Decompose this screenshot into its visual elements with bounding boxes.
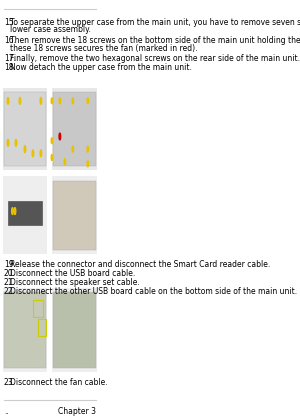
Bar [4, 292, 46, 368]
Bar [3, 88, 47, 170]
Bar [52, 88, 97, 170]
Circle shape [32, 150, 34, 157]
Bar [3, 288, 47, 372]
Circle shape [87, 146, 88, 152]
Text: Disconnect the USB board cable.: Disconnect the USB board cable. [10, 269, 135, 278]
Text: Now detach the upper case from the main unit.: Now detach the upper case from the main … [10, 63, 192, 72]
Text: 20.: 20. [4, 269, 16, 278]
Text: Disconnect the fan cable.: Disconnect the fan cable. [10, 378, 108, 387]
Text: Release the connector and disconnect the Smart Card reader cable.: Release the connector and disconnect the… [10, 260, 270, 268]
Bar [38, 319, 46, 336]
Circle shape [51, 98, 52, 104]
Circle shape [51, 138, 52, 144]
Circle shape [40, 97, 42, 104]
Text: 19.: 19. [4, 260, 16, 268]
Text: 17.: 17. [4, 54, 16, 63]
Circle shape [15, 139, 17, 146]
Text: 21.: 21. [4, 278, 16, 287]
Bar [53, 92, 96, 166]
Text: ..: .. [4, 407, 9, 416]
Bar [4, 92, 46, 166]
Circle shape [72, 98, 74, 104]
Bar [3, 176, 47, 254]
Text: 16.: 16. [4, 36, 16, 45]
Circle shape [7, 97, 9, 104]
Text: Disconnect the other USB board cable on the bottom side of the main unit.: Disconnect the other USB board cable on … [10, 287, 297, 296]
Bar [52, 176, 97, 254]
Text: To separate the upper case from the main unit, you have to remove seven screws f: To separate the upper case from the main… [10, 18, 300, 26]
Circle shape [7, 139, 9, 146]
Circle shape [64, 159, 65, 165]
Circle shape [12, 207, 13, 214]
Circle shape [24, 146, 26, 152]
Text: lower case assembly.: lower case assembly. [10, 26, 91, 34]
Text: 22.: 22. [4, 287, 16, 296]
Circle shape [72, 146, 74, 152]
Circle shape [14, 207, 16, 214]
Circle shape [87, 161, 88, 167]
Bar [53, 292, 96, 368]
Bar [33, 300, 43, 317]
Text: these 18 screws secures the fan (marked in red).: these 18 screws secures the fan (marked … [10, 44, 197, 52]
Text: Chapter 3: Chapter 3 [58, 407, 96, 416]
Bar [52, 288, 97, 372]
Text: 18.: 18. [4, 63, 16, 72]
Text: 15.: 15. [4, 18, 16, 26]
Circle shape [59, 133, 61, 140]
Text: 23.: 23. [4, 378, 16, 387]
Circle shape [40, 150, 42, 157]
Circle shape [51, 155, 52, 160]
Bar [53, 181, 96, 250]
Text: Finally, remove the two hexagonal screws on the rear side of the main unit.: Finally, remove the two hexagonal screws… [10, 54, 300, 63]
Circle shape [87, 98, 88, 104]
Circle shape [19, 97, 21, 104]
Text: Then remove the 18 screws on the bottom side of the main unit holding the upper : Then remove the 18 screws on the bottom … [10, 36, 300, 45]
Text: Disconnect the speaker set cable.: Disconnect the speaker set cable. [10, 278, 140, 287]
Bar [8, 201, 42, 225]
Circle shape [59, 98, 61, 104]
